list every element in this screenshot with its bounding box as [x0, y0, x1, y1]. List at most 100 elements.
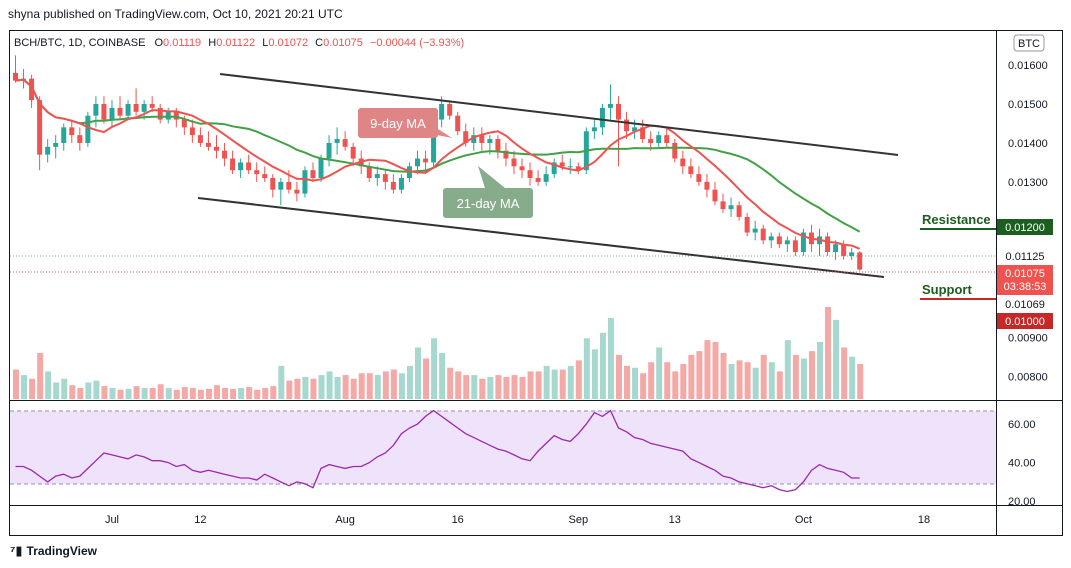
currency-badge-text: BTC — [1018, 38, 1040, 50]
candle-body — [559, 162, 565, 167]
candle-body — [326, 142, 332, 159]
candle-body — [61, 127, 67, 143]
y-tick-label: 0.01500 — [1008, 99, 1048, 111]
volume-bar — [567, 365, 574, 399]
volume-bar — [559, 369, 566, 399]
volume-bar — [607, 318, 614, 399]
volume-bar — [205, 388, 212, 399]
candle-body — [117, 107, 123, 116]
candle-body — [455, 115, 461, 132]
candle-body — [551, 162, 557, 175]
volume-bar — [29, 378, 36, 399]
candle-body — [342, 139, 348, 147]
volume-bar — [648, 362, 655, 399]
volume-bar — [366, 373, 373, 399]
candle-body — [415, 158, 420, 167]
volume-bar — [61, 378, 68, 399]
candle-body — [471, 135, 477, 143]
volume-bar — [591, 349, 598, 399]
volume-bar — [133, 386, 140, 399]
currency-badge[interactable] — [1013, 34, 1045, 52]
candle-body — [125, 104, 131, 116]
brand-text: TradingView — [26, 544, 97, 558]
candle-body — [77, 135, 83, 143]
candle-body — [238, 162, 244, 171]
volume-bar — [109, 387, 116, 399]
candle-body — [53, 142, 59, 147]
publisher-credit: shyna published on TradingView.com, Oct … — [8, 7, 343, 21]
volume-bar — [575, 360, 582, 399]
candle-body — [760, 228, 766, 241]
legend-high: 0.01122 — [216, 37, 255, 49]
volume-bar — [487, 376, 494, 399]
volume-bar — [157, 384, 164, 399]
volume-bar — [688, 354, 695, 399]
legend-open: 0.01119 — [163, 37, 201, 49]
candle-body — [278, 181, 284, 190]
candle-body — [431, 119, 437, 163]
volume-bar — [390, 369, 397, 399]
tradingview-brand[interactable]: ⁷▮ TradingView — [10, 543, 97, 559]
candle-body — [133, 104, 139, 112]
volume-bar — [543, 365, 550, 399]
ma9-callout-text: 9-day MA — [370, 116, 426, 131]
volume-bar — [246, 387, 253, 399]
volume-bar — [45, 371, 52, 399]
volume-bar — [455, 371, 462, 399]
volume-bar — [382, 371, 389, 399]
candle-body — [648, 139, 654, 143]
legend-low-label: L — [262, 37, 268, 49]
ma2-price-tag — [997, 296, 1053, 312]
volume-bar — [471, 375, 478, 399]
candle-body — [841, 244, 847, 256]
candle-body — [640, 127, 646, 140]
volume-bar — [752, 367, 759, 399]
volume-bar — [85, 382, 92, 399]
volume-bar — [736, 360, 743, 399]
volume-bar — [632, 367, 639, 399]
volume-bar — [599, 332, 606, 399]
volume-bar — [173, 389, 180, 399]
legend-close-label: C — [315, 37, 323, 49]
volume-bar — [696, 351, 703, 399]
volume-bar — [13, 369, 19, 399]
ma2-price-text: 0.01069 — [1005, 299, 1045, 311]
volume-bar — [21, 375, 28, 399]
volume-bar — [672, 371, 679, 399]
candle-body — [479, 135, 485, 143]
support-label: Support — [922, 282, 972, 297]
candle-body — [833, 244, 839, 252]
volume-bar — [326, 371, 333, 399]
volume-bar — [776, 371, 783, 399]
legend-open-label: O — [154, 37, 163, 49]
candle-body — [768, 236, 774, 241]
volume-bar — [479, 378, 486, 399]
candle-body — [511, 158, 517, 167]
ma21-line — [15, 78, 861, 233]
candle-body — [616, 104, 621, 120]
candle-body — [390, 181, 396, 190]
candle-body — [310, 170, 316, 178]
candle-body — [374, 174, 380, 178]
volume-bar — [439, 353, 446, 399]
candle-body — [624, 119, 630, 132]
candle-body — [334, 139, 340, 143]
candle-body — [736, 205, 742, 217]
volume-bar — [760, 354, 767, 399]
candle-body — [744, 216, 750, 233]
resistance-price-text: 0.01200 — [1005, 222, 1045, 234]
candle-body — [704, 181, 710, 190]
rsi-tick-label: 20.00 — [1008, 496, 1036, 508]
last-price-tag — [997, 265, 1053, 295]
candle-body — [800, 232, 806, 252]
volume-bar — [214, 385, 220, 399]
resistance-price-tag — [997, 219, 1053, 235]
ma-price-tag — [997, 248, 1053, 264]
volume-bar — [849, 356, 856, 399]
volume-bar — [286, 380, 293, 399]
candle-body — [222, 150, 228, 159]
candle-body — [632, 127, 638, 132]
volume-bar — [825, 307, 832, 399]
volume-bar — [415, 347, 421, 399]
